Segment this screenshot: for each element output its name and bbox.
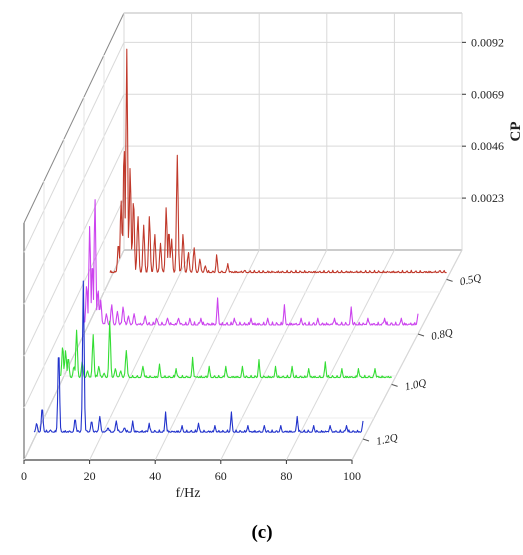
z-gridline-left	[23, 42, 125, 253]
z-gridline-left	[23, 145, 125, 357]
series-depth-tick	[391, 383, 398, 387]
panel-label: (c)	[251, 522, 272, 543]
x-gridline-floor	[285, 249, 395, 461]
series-depth-tick	[446, 278, 453, 282]
x-gridline-floor	[154, 249, 260, 461]
series-line-1-2Q	[33, 280, 364, 433]
x-tick-label: 60	[215, 469, 227, 483]
z-axis-title: CP	[508, 122, 523, 142]
z-gridline-left	[23, 197, 125, 409]
z-gridline-left	[23, 94, 125, 305]
z-tick-label: 0.0046	[471, 139, 504, 153]
z-tick-label: 0.0092	[471, 35, 504, 49]
axes-box	[23, 12, 463, 461]
series-line-0-8Q	[83, 199, 419, 326]
x-tick-label: 100	[343, 469, 361, 483]
series-line-0-5Q	[109, 48, 447, 274]
series-label: 0.8Q	[430, 327, 454, 343]
x-tick-label: 0	[21, 469, 27, 483]
series-label: 0.5Q	[459, 272, 483, 288]
z-tick-label: 0.0023	[471, 191, 504, 205]
series-depth-tick	[417, 333, 425, 337]
series-label: 1.0Q	[404, 377, 428, 393]
x-axis-title: f/Hz	[176, 486, 201, 501]
x-tick-label: 20	[84, 469, 96, 483]
x-gridline-floor	[89, 249, 193, 461]
x-gridline-floor	[351, 249, 463, 461]
series-depth-tick	[362, 438, 370, 442]
x-tick-label: 80	[280, 469, 292, 483]
x-gridline-floor	[220, 249, 328, 461]
z-tick-label: 0.0069	[471, 87, 504, 101]
x-tick-label: 40	[149, 469, 161, 483]
left-wall-top-edge	[23, 12, 125, 224]
series-line-1-0Q	[59, 320, 393, 379]
series-label: 1.2Q	[375, 432, 399, 448]
labels-group: 0 20 40 60 80 100 f/Hz 0.0023 0.0046 0.0069 0.0092…	[21, 35, 523, 501]
series-group	[33, 48, 447, 433]
